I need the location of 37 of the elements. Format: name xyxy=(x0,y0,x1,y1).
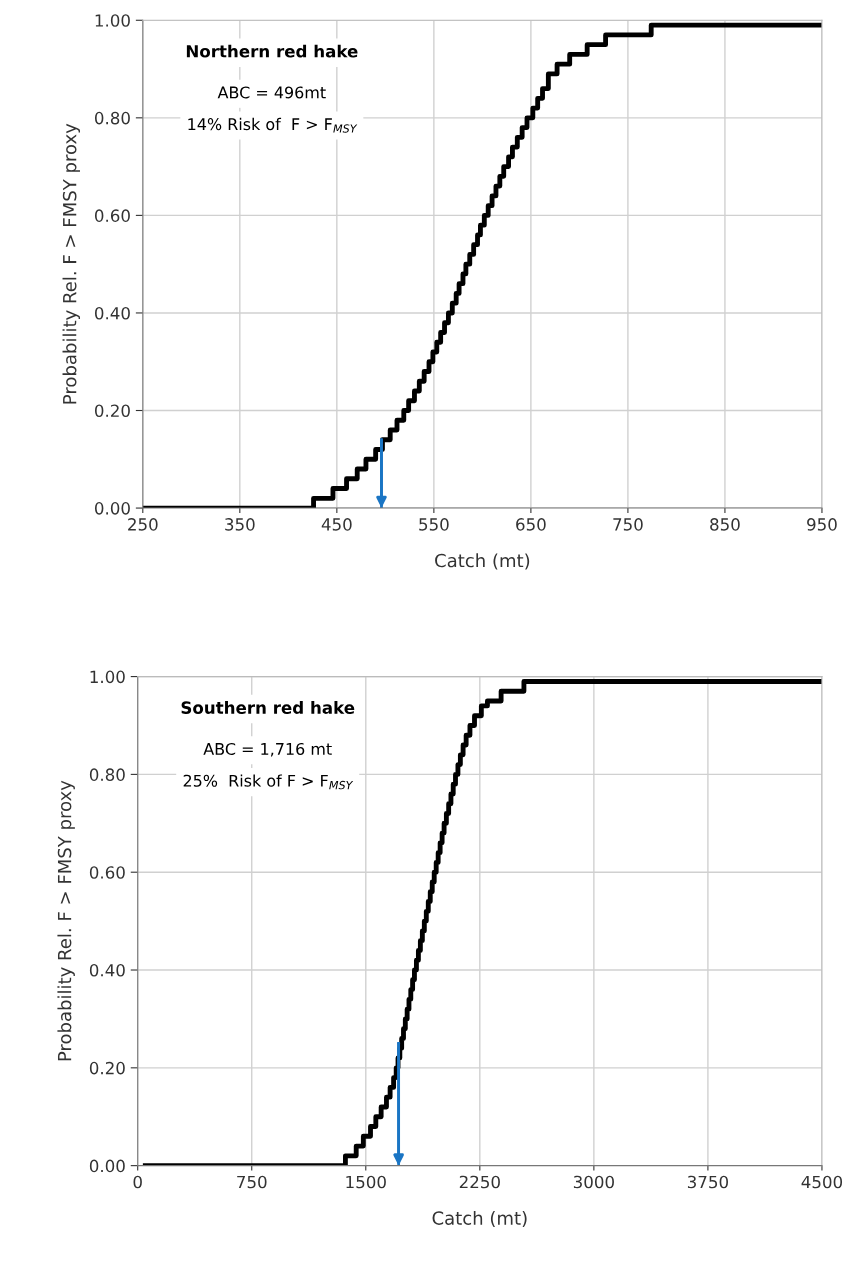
annotation: ABC = 1,716 mt xyxy=(203,742,332,757)
y-tick-label: 0.60 xyxy=(94,209,130,222)
y-tick-label: 0.80 xyxy=(94,111,130,125)
x-tick-label: 3750 xyxy=(687,1175,729,1189)
x-tick-label: 1500 xyxy=(346,1175,386,1189)
annotation: 14% Risk of F > F$_{MSY}$ xyxy=(188,117,358,133)
text: Northern red hake xyxy=(186,44,358,58)
x-tick-label: 550 xyxy=(419,518,449,531)
y-tick-label: 0.40 xyxy=(89,963,125,977)
y-tick-label: 0.20 xyxy=(89,1061,125,1075)
x-axis-title: Catch (mt) xyxy=(435,553,530,570)
x-tick-label: 0 xyxy=(133,1175,142,1189)
y-tick-label: 0.80 xyxy=(89,768,125,781)
x-tick-label: 450 xyxy=(321,518,352,531)
y-tick-label: 1.00 xyxy=(95,14,130,27)
x-tick-label: 3000 xyxy=(573,1175,614,1189)
x-tick-label: 4500 xyxy=(801,1175,843,1189)
annotation: ABC = 496mt xyxy=(217,86,326,99)
x-tick-label: 750 xyxy=(613,518,643,531)
y-tick-label: 0.60 xyxy=(89,866,125,879)
y-axis-title: Probability Rel. F > FMSY proxy xyxy=(62,123,80,404)
y-axis-title: Probability Rel. F > FMSY proxy xyxy=(57,780,75,1061)
text: Southern red hake xyxy=(181,701,355,714)
y-tick-label: 0.20 xyxy=(94,404,130,418)
x-tick-label: 850 xyxy=(710,518,740,531)
x-tick-label: 750 xyxy=(237,1175,267,1189)
x-tick-label: 2250 xyxy=(459,1175,500,1189)
x-tick-label: 350 xyxy=(225,518,255,531)
x-tick-label: 950 xyxy=(807,518,837,531)
y-tick-label: 0.00 xyxy=(94,502,130,515)
x-axis-title: Catch (mt) xyxy=(432,1210,527,1228)
x-tick-label: 250 xyxy=(128,518,158,531)
y-tick-label: 0.40 xyxy=(94,306,130,320)
y-tick-label: 0.00 xyxy=(89,1159,125,1173)
y-tick-label: 1.00 xyxy=(90,670,125,684)
annotation: 25% Risk of F > F$_{MSY}$ xyxy=(183,774,354,790)
x-tick-label: 650 xyxy=(516,518,546,531)
